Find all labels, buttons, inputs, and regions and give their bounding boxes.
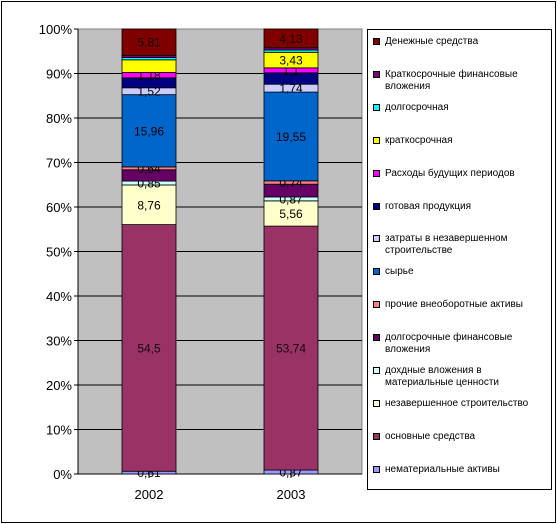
legend-swatch [373, 301, 380, 309]
legend-label: готовая продукция [385, 200, 472, 212]
legend-swatch [373, 70, 380, 78]
legend-label: краткосрочная [385, 134, 453, 146]
bar-segment [121, 28, 177, 56]
legend-swatch [373, 399, 380, 407]
legend-label: основные средства [385, 430, 476, 442]
y-tick-label: 10% [46, 423, 72, 438]
data-label: 19,55 [276, 130, 306, 144]
legend-swatch [373, 465, 380, 473]
bar-segment [121, 184, 177, 225]
legend-swatch [373, 367, 380, 374]
legend-swatch [373, 432, 380, 440]
legend-swatch [373, 38, 380, 45]
data-label: 5,81 [137, 36, 161, 50]
legend-label: незавершенное строительство [385, 397, 529, 409]
legend-label: прочие внеоборотные активы [385, 299, 523, 311]
y-tick-label: 0% [53, 467, 72, 482]
y-tick-label: 80% [46, 111, 72, 126]
bar-segment [121, 224, 177, 472]
legend-label: дохдные вложения в материальные ценности [385, 365, 499, 388]
data-label: 1,52 [137, 85, 161, 99]
bar-segment [121, 94, 177, 168]
legend: Денежные средства Краткосрочные финансовы… [367, 29, 552, 490]
bar-segment [263, 91, 319, 182]
data-label: 1,74 [279, 82, 303, 96]
y-tick-label: 90% [46, 67, 72, 82]
legend-label: нематериальные активы [385, 463, 500, 475]
y-tick-label: 40% [46, 289, 72, 304]
legend-label: сырье [385, 266, 414, 278]
legend-swatch [373, 103, 380, 111]
legend-swatch [373, 334, 380, 342]
legend-swatch [373, 136, 380, 144]
legend-label: Расходы будущих периодов [385, 167, 515, 179]
bar-segment [263, 28, 319, 49]
data-label: 8,76 [137, 198, 161, 212]
y-tick-label: 20% [46, 378, 72, 393]
y-tick-label: 100% [39, 22, 73, 37]
data-label: 54,5 [137, 341, 161, 355]
x-tick-label: 2003 [277, 487, 306, 502]
y-tick-label: 30% [46, 334, 72, 349]
data-label: 15,96 [134, 124, 164, 138]
legend-label: Краткосрочные финансовые вложения [385, 68, 518, 92]
legend-swatch [373, 202, 380, 210]
legend-swatch [373, 235, 380, 243]
data-label: 4,13 [279, 32, 303, 46]
legend-label: долгосрочные финансовые вложения [385, 332, 513, 356]
legend-swatch [373, 169, 380, 177]
bar-segment [121, 59, 177, 73]
data-label: 5,56 [279, 207, 303, 221]
legend-swatch [373, 268, 380, 276]
legend-label: затраты в незавершенном строительстве [385, 233, 508, 257]
y-tick-label: 60% [46, 200, 72, 215]
data-label: 53,74 [276, 342, 306, 356]
legend-label: долгосрочная [385, 101, 449, 113]
legend-label: Денежные средства [385, 36, 479, 47]
y-tick-label: 50% [46, 245, 72, 260]
data-label: 3,43 [279, 54, 303, 68]
y-tick-label: 70% [46, 156, 72, 171]
bar-segment [263, 225, 319, 471]
x-tick-label: 2002 [135, 487, 164, 502]
